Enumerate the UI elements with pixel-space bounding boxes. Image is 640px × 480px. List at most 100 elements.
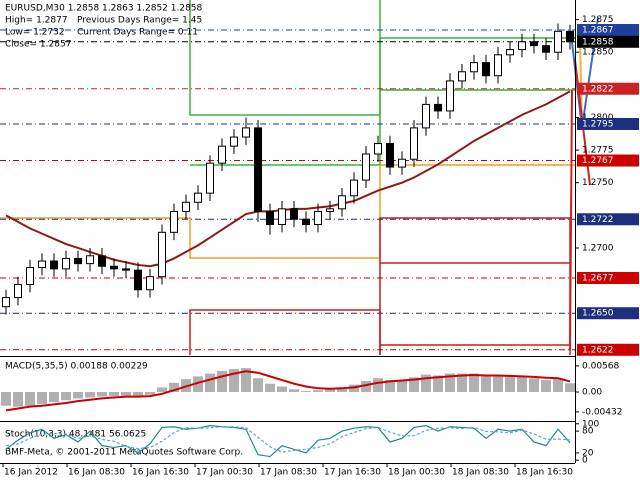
macd-bar xyxy=(121,391,131,396)
level-label: 1.2858 xyxy=(582,37,614,47)
y-tick-label: 1.2800 xyxy=(582,113,614,123)
candle-body xyxy=(182,201,190,212)
candle-body xyxy=(398,158,406,168)
x-tick-label: 17 Jan 16:30 xyxy=(324,468,381,478)
candle-body xyxy=(218,145,226,164)
candle-body xyxy=(110,265,118,270)
candle-body xyxy=(134,269,142,291)
candle-body xyxy=(26,267,34,286)
macd-bar xyxy=(301,391,311,392)
level-box xyxy=(577,271,639,284)
level-label: 1.2622 xyxy=(582,345,614,355)
candle-body xyxy=(542,45,550,53)
macd-bar xyxy=(13,391,23,407)
level-label: 1.2867 xyxy=(582,26,614,36)
macd-bar xyxy=(265,383,275,392)
level-box xyxy=(577,117,639,130)
macd-bar xyxy=(373,378,383,392)
macd-bar xyxy=(97,391,107,397)
y-tick-label: -0.00432 xyxy=(582,407,622,417)
level-label: 1.2822 xyxy=(582,84,614,94)
candle-body xyxy=(170,210,178,233)
candle-body xyxy=(350,179,358,197)
candle-body xyxy=(86,255,94,265)
x-tick-label: 16 Jan 16:30 xyxy=(132,468,189,478)
macd-bar xyxy=(1,391,11,406)
high-text: High= 1.2877 xyxy=(5,16,68,26)
y-tick-label: 20 xyxy=(582,448,594,458)
macd-bar xyxy=(109,391,119,397)
y-tick-label: 1.2750 xyxy=(582,178,614,188)
candle-body xyxy=(530,41,538,47)
y-tick-label: 100 xyxy=(582,419,599,429)
macd-bar xyxy=(253,378,263,392)
y-tick-label: 1.2775 xyxy=(582,146,614,156)
level-box xyxy=(577,35,639,48)
macd-bar xyxy=(541,380,551,392)
candle-body xyxy=(518,41,526,51)
macd-bar xyxy=(565,383,575,392)
candle-body xyxy=(50,260,58,270)
macd-bar xyxy=(385,380,395,392)
candle-body xyxy=(554,30,562,53)
day-range-boxes xyxy=(0,0,575,355)
range-box xyxy=(379,37,575,91)
candle-body xyxy=(566,30,574,43)
macd-bar xyxy=(241,368,251,392)
candle-body xyxy=(14,284,22,299)
macd-bar xyxy=(133,391,143,397)
level-box xyxy=(577,24,639,37)
macd-bar xyxy=(145,391,155,395)
macd-bar xyxy=(445,373,455,392)
macd-bar xyxy=(229,369,239,392)
macd-bar xyxy=(193,376,203,392)
cur-range-text: Current Days Range= 0.11 xyxy=(77,28,198,38)
candle-body xyxy=(242,127,250,138)
macd-bar xyxy=(457,373,467,392)
prev-range-text: Previous Days Range= 1.45 xyxy=(77,16,202,26)
macd-bar xyxy=(517,376,527,392)
level-box xyxy=(577,213,639,226)
macd-bar xyxy=(289,389,299,392)
y-tick-label: 1.2700 xyxy=(582,243,614,253)
range-box xyxy=(380,262,570,346)
macd-bar xyxy=(433,375,443,392)
level-label: 1.2650 xyxy=(582,309,614,319)
symbol-line: EURUSD,M30 1.2858 1.2863 1.2852 1.2858 xyxy=(5,4,203,14)
macd-bar xyxy=(529,378,539,392)
candle-body xyxy=(422,103,430,129)
macd-bar xyxy=(73,391,83,399)
macd-bar xyxy=(409,377,419,392)
macd-bar xyxy=(397,380,407,392)
candle-body xyxy=(290,208,298,220)
macd-bar xyxy=(217,370,227,392)
candle-body xyxy=(362,153,370,181)
macd-bar xyxy=(421,374,431,392)
candle-body xyxy=(338,195,346,210)
macd-bar xyxy=(337,387,347,392)
macd-bar xyxy=(157,387,167,392)
candle-body xyxy=(458,71,466,82)
y-tick-label: 0.00 xyxy=(582,387,602,397)
level-box xyxy=(577,154,639,167)
candle-body xyxy=(374,143,382,155)
candle-body xyxy=(254,127,262,212)
candle-body xyxy=(266,210,274,225)
candle-body xyxy=(230,136,238,147)
moving-average xyxy=(5,90,571,268)
macd-bar xyxy=(553,379,563,392)
close-text: Close= 1.2857 xyxy=(5,40,71,50)
macd-bar xyxy=(325,389,335,392)
candle-body xyxy=(326,208,334,212)
candle-body xyxy=(122,268,130,271)
candle-body xyxy=(158,231,166,278)
arrow xyxy=(569,89,573,351)
stoch-line xyxy=(5,425,571,458)
level-box xyxy=(577,82,639,95)
level-box xyxy=(577,307,639,320)
candle-body xyxy=(194,192,202,203)
candle-body xyxy=(314,210,322,225)
candle-body xyxy=(470,62,478,73)
x-tick-label: 18 Jan 00:30 xyxy=(388,468,445,478)
